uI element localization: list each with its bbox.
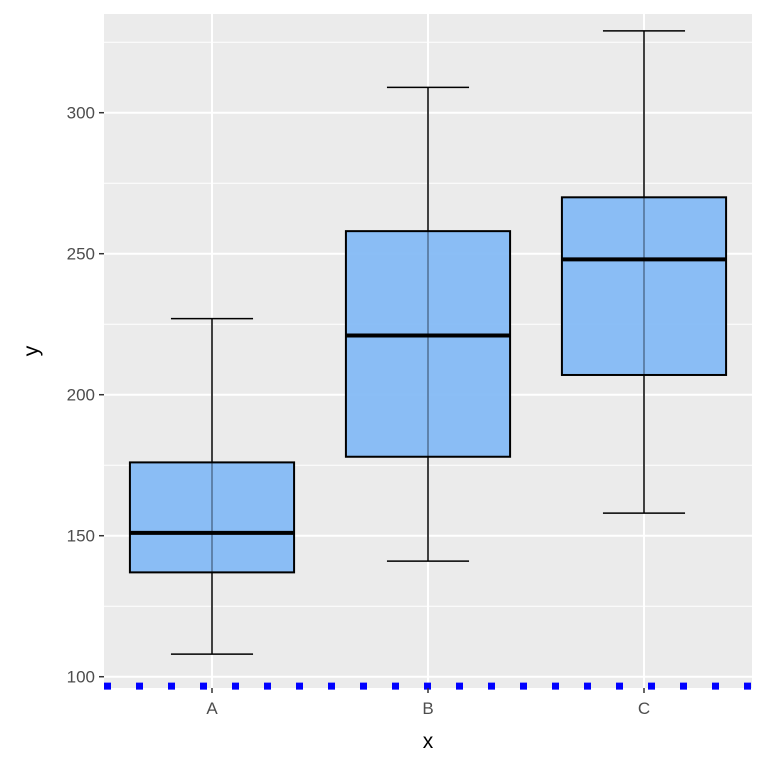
x-tick-label: C	[638, 699, 650, 718]
x-axis-ticks: A B C	[206, 688, 650, 718]
y-tick-label: 100	[67, 668, 95, 687]
y-tick-label: 200	[67, 386, 95, 405]
box-C	[560, 30, 728, 514]
y-tick-label: 250	[67, 245, 95, 264]
y-tick-label: 300	[67, 104, 95, 123]
y-axis-title: y	[20, 345, 43, 356]
x-tick-label: A	[206, 699, 218, 718]
box-B	[344, 86, 512, 562]
x-axis-title: x	[423, 730, 434, 753]
box-A	[128, 317, 296, 655]
x-tick-label: B	[422, 699, 433, 718]
y-tick-label: 150	[67, 527, 95, 546]
box-series	[128, 30, 728, 655]
y-axis-ticks: 100 150 200 250 300	[67, 104, 104, 687]
